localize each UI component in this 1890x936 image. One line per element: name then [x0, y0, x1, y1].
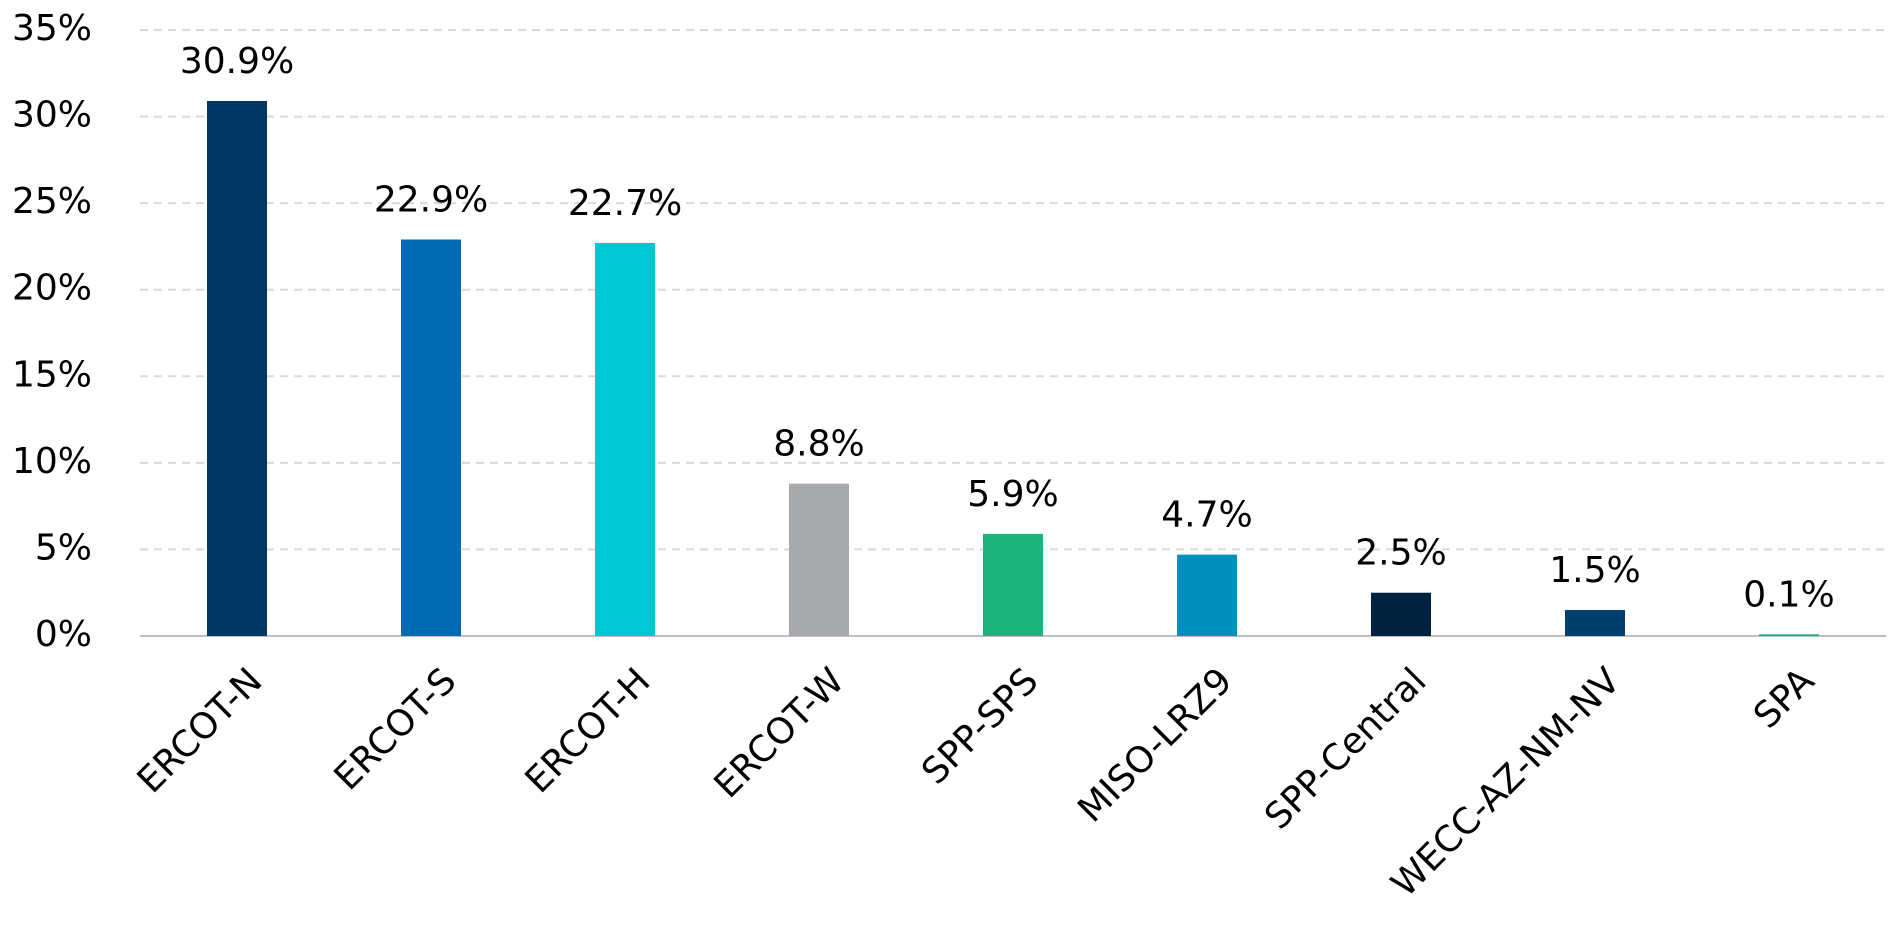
x-tick-label: SPP-Central — [1257, 660, 1434, 837]
x-tick-label: ERCOT-H — [518, 660, 659, 801]
y-tick-label: 35% — [12, 8, 92, 49]
bar — [789, 483, 849, 636]
data-label: 8.8% — [773, 424, 864, 465]
data-label: 0.1% — [1743, 574, 1834, 615]
data-label: 2.5% — [1355, 533, 1446, 574]
data-label: 22.7% — [568, 183, 682, 224]
x-tick-label: ERCOT-N — [130, 660, 271, 801]
bar — [983, 533, 1043, 636]
bar — [1759, 634, 1819, 636]
y-tick-label: 20% — [12, 268, 92, 309]
data-label: 5.9% — [967, 474, 1058, 515]
data-label: 30.9% — [180, 41, 294, 82]
y-tick-label: 15% — [12, 354, 92, 395]
y-tick-label: 30% — [12, 95, 92, 136]
bar — [595, 242, 655, 637]
data-label: 22.9% — [374, 180, 488, 221]
y-tick-label: 0% — [35, 614, 92, 655]
bar — [1177, 554, 1237, 636]
x-tick-label: ERCOT-S — [327, 660, 465, 798]
y-tick-label: 10% — [12, 441, 92, 482]
bar — [207, 100, 267, 636]
bar — [1565, 610, 1625, 636]
bar — [401, 239, 461, 636]
x-tick-label: MISO-LRZ9 — [1070, 660, 1240, 830]
bar — [1371, 592, 1431, 636]
data-label: 1.5% — [1549, 550, 1640, 591]
y-tick-label: 5% — [35, 527, 92, 568]
x-tick-label: SPA — [1746, 660, 1823, 737]
data-label: 4.7% — [1161, 495, 1252, 536]
x-tick-label: ERCOT-W — [707, 660, 853, 806]
x-tick-label: SPP-SPS — [914, 660, 1046, 792]
y-tick-label: 25% — [12, 181, 92, 222]
